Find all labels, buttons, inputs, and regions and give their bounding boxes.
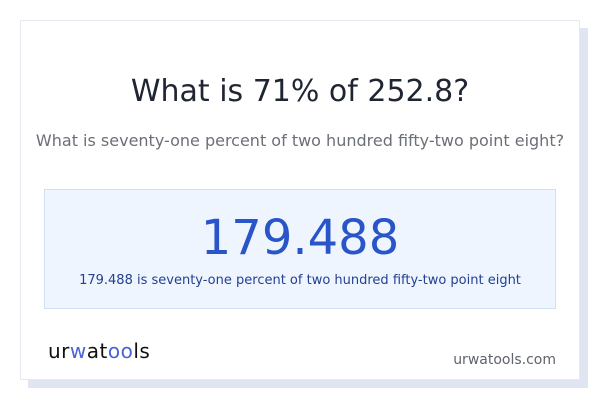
result-description: 179.488 is seventy-one percent of two hu…	[79, 273, 521, 288]
logo-part: ls	[133, 339, 151, 363]
logo-part: at	[86, 339, 108, 363]
site-url: urwatools.com	[453, 352, 556, 368]
logo: urwatools	[48, 339, 150, 363]
logo-part: w	[69, 339, 87, 363]
page-title: What is 71% of 252.8?	[130, 74, 470, 109]
result-box	[44, 189, 556, 309]
result-value: 179.488	[200, 210, 400, 266]
logo-part: oo	[107, 339, 134, 363]
subtitle: What is seventy-one percent of two hundr…	[35, 131, 565, 150]
logo-part: ur	[48, 339, 70, 363]
